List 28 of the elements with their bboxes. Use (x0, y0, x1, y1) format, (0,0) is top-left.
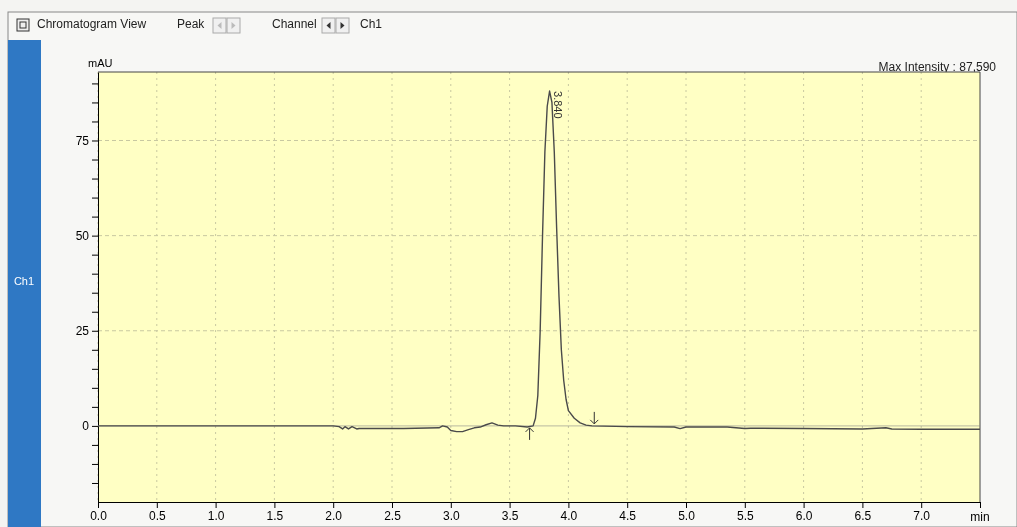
y-tick-label: 75 (75, 133, 90, 148)
x-tick-label: 5.5 (736, 508, 754, 523)
text: Chromatogram View (37, 17, 147, 32)
x-tick-label: 1.0 (207, 508, 225, 523)
x-tick-label: 6.5 (854, 508, 872, 523)
annotation: Max Intensity : 87,590 (878, 60, 997, 75)
y-tick-label: 0 (82, 419, 90, 434)
y-tick-label: 25 (75, 324, 90, 339)
x-tick-label: 6.0 (795, 508, 813, 523)
y-tick-label: 50 (75, 228, 90, 243)
x-tick-label: 1.5 (266, 508, 284, 523)
x-tick-label: 2.0 (325, 508, 343, 523)
x-tick-label: 5.0 (678, 508, 696, 523)
x-axis-title: min (970, 510, 990, 524)
x-tick-label: 3.5 (501, 508, 519, 523)
text: Channel (272, 17, 317, 32)
x-tick-label: 4.0 (560, 508, 578, 523)
text: Ch1 (13, 274, 35, 287)
y-axis-title: mAU (88, 57, 113, 69)
x-tick-label: 0.5 (148, 508, 166, 523)
x-tick-label: 3.0 (442, 508, 460, 523)
text: Ch1 (360, 17, 383, 32)
x-tick-label: 7.0 (913, 508, 931, 523)
text: Peak (177, 17, 206, 32)
x-tick-label: 4.5 (619, 508, 637, 523)
x-tick-label: 2.5 (384, 508, 402, 523)
x-tick-label: 0.0 (90, 508, 108, 523)
annotation: 3.840 (551, 91, 564, 119)
